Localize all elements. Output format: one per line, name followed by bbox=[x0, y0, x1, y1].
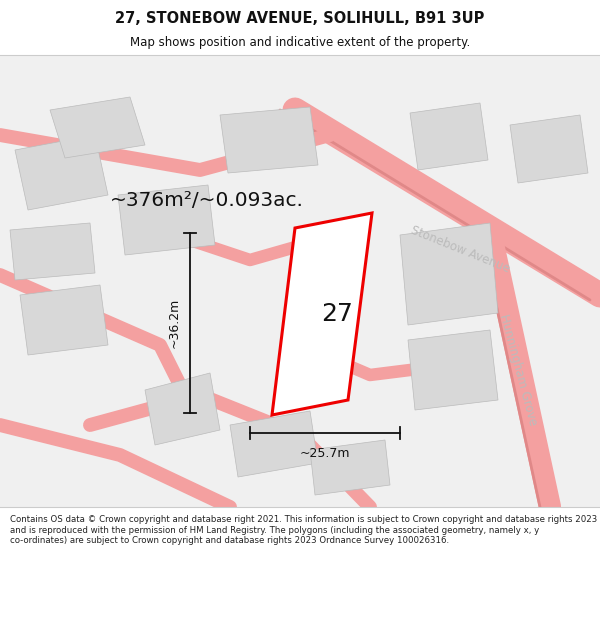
Polygon shape bbox=[230, 411, 318, 477]
Polygon shape bbox=[408, 330, 498, 410]
Polygon shape bbox=[118, 185, 215, 255]
Polygon shape bbox=[20, 285, 108, 355]
Text: Stonebow Avenue: Stonebow Avenue bbox=[409, 224, 511, 276]
Polygon shape bbox=[310, 440, 390, 495]
Polygon shape bbox=[400, 223, 498, 325]
Polygon shape bbox=[272, 213, 372, 415]
Text: ~36.2m: ~36.2m bbox=[167, 298, 181, 348]
Text: ~25.7m: ~25.7m bbox=[300, 447, 350, 460]
Text: Hunningham Grove: Hunningham Grove bbox=[497, 313, 539, 427]
Polygon shape bbox=[220, 107, 318, 173]
Polygon shape bbox=[15, 135, 108, 210]
Text: 27: 27 bbox=[321, 302, 353, 326]
Text: Contains OS data © Crown copyright and database right 2021. This information is : Contains OS data © Crown copyright and d… bbox=[10, 515, 598, 545]
Text: Map shows position and indicative extent of the property.: Map shows position and indicative extent… bbox=[130, 36, 470, 49]
Polygon shape bbox=[145, 373, 220, 445]
Text: ~376m²/~0.093ac.: ~376m²/~0.093ac. bbox=[110, 191, 304, 209]
Polygon shape bbox=[510, 115, 588, 183]
Polygon shape bbox=[50, 97, 145, 158]
Polygon shape bbox=[10, 223, 95, 280]
Polygon shape bbox=[410, 103, 488, 170]
Text: 27, STONEBOW AVENUE, SOLIHULL, B91 3UP: 27, STONEBOW AVENUE, SOLIHULL, B91 3UP bbox=[115, 11, 485, 26]
